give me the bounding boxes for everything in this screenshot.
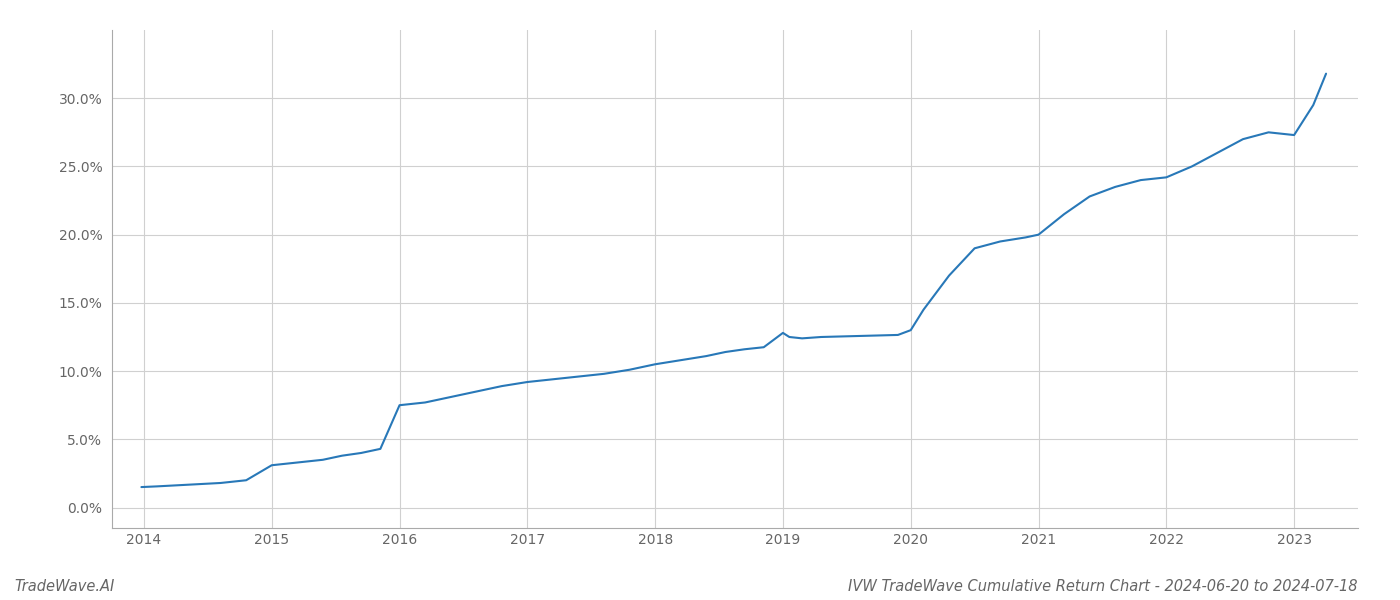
Text: TradeWave.AI: TradeWave.AI (14, 579, 115, 594)
Text: IVW TradeWave Cumulative Return Chart - 2024-06-20 to 2024-07-18: IVW TradeWave Cumulative Return Chart - … (848, 579, 1358, 594)
